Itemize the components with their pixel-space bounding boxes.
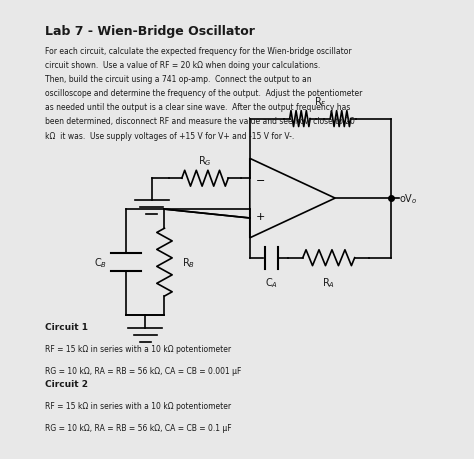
Text: RF = 15 kΩ in series with a 10 kΩ potentiometer: RF = 15 kΩ in series with a 10 kΩ potent… — [45, 344, 231, 353]
Text: C$_B$: C$_B$ — [94, 256, 107, 269]
Text: +: + — [256, 212, 265, 222]
Text: oV$_o$: oV$_o$ — [399, 192, 418, 206]
Text: kΩ  it was.  Use supply voltages of +15 V for V+ and -15 V for V-.: kΩ it was. Use supply voltages of +15 V … — [45, 131, 294, 140]
Text: RG = 10 kΩ, RA = RB = 56 kΩ, CA = CB = 0.001 μF: RG = 10 kΩ, RA = RB = 56 kΩ, CA = CB = 0… — [45, 366, 241, 375]
Text: −: − — [256, 176, 265, 186]
Text: as needed until the output is a clear sine wave.  After the output frequency has: as needed until the output is a clear si… — [45, 103, 350, 112]
Text: circuit shown.  Use a value of RF = 20 kΩ when doing your calculations.: circuit shown. Use a value of RF = 20 kΩ… — [45, 61, 320, 70]
Text: C$_A$: C$_A$ — [264, 276, 278, 290]
Text: R$_F$: R$_F$ — [314, 95, 327, 108]
Text: been determined, disconnect RF and measure the value and see how close to 20: been determined, disconnect RF and measu… — [45, 117, 355, 126]
Text: RG = 10 kΩ, RA = RB = 56 kΩ, CA = CB = 0.1 μF: RG = 10 kΩ, RA = RB = 56 kΩ, CA = CB = 0… — [45, 423, 232, 432]
Text: R$_G$: R$_G$ — [198, 154, 212, 168]
Text: Then, build the circuit using a 741 op-amp.  Connect the output to an: Then, build the circuit using a 741 op-a… — [45, 75, 311, 84]
Text: Lab 7 - Wien-Bridge Oscillator: Lab 7 - Wien-Bridge Oscillator — [45, 25, 255, 38]
Text: RF = 15 kΩ in series with a 10 kΩ potentiometer: RF = 15 kΩ in series with a 10 kΩ potent… — [45, 401, 231, 410]
Text: Circuit 2: Circuit 2 — [45, 379, 88, 388]
Text: Circuit 1: Circuit 1 — [45, 322, 88, 331]
Text: R$_B$: R$_B$ — [182, 256, 195, 269]
Text: oscilloscope and determine the frequency of the output.  Adjust the potentiomete: oscilloscope and determine the frequency… — [45, 89, 363, 98]
Text: For each circuit, calculate the expected frequency for the Wien-bridge oscillato: For each circuit, calculate the expected… — [45, 47, 352, 56]
Text: R$_A$: R$_A$ — [322, 276, 335, 290]
